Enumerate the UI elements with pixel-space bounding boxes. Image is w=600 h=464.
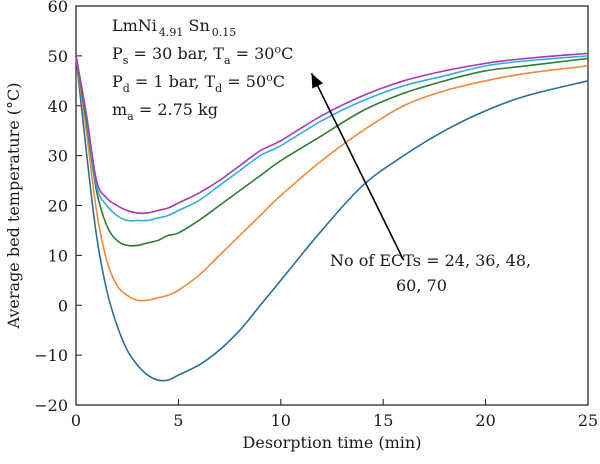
x-tick-label: 0 [71,411,81,430]
annotation-line-alloy: LmNi 4.91 Sn 0.15 [112,16,236,39]
x-tick-label: 20 [475,411,495,430]
series-line [75,55,589,247]
y-axis-title: Average bed temperature (°C) [4,82,23,329]
x-tick-label: 10 [271,411,291,430]
axes-layer: 0 5 10 15 20 25 −20 −10 0 10 20 30 40 50 60 Desorption … [4,0,598,452]
y-tick-label: −10 [34,346,68,365]
arrow-head [311,73,324,89]
series-line [75,55,589,382]
arrow-shaft [310,72,405,261]
series-line [75,55,589,222]
arrow-annotation: No of ECTs = 24, 36, 48, 60, 70 [310,72,531,295]
annotation-line-desorption: Pd = 1 bar, Td = 50oC [112,71,285,95]
y-tick-label: 20 [48,197,68,216]
x-tick-label: 25 [578,411,598,430]
annotation-line-sorption: Ps = 30 bar, Ta = 30oC [112,43,293,67]
arrow-label-line1: No of ECTs = 24, 36, 48, [330,251,531,270]
series-line [75,52,589,215]
y-tick-label: 50 [48,47,68,66]
annotation-line-mass: ma = 2.75 kg [112,100,218,123]
y-tick-label: 30 [48,147,68,166]
annotation-block: LmNi 4.91 Sn 0.15 Ps = 30 bar, Ta = 30oC P… [112,16,293,123]
arrow-label-line2: 60, 70 [396,276,447,295]
y-tick-label: 0 [58,296,68,315]
y-tick-label: 10 [48,246,68,265]
y-tick-label: 60 [48,0,68,16]
x-tick-label: 15 [373,411,393,430]
x-axis-title: Desorption time (min) [243,433,422,452]
y-tick-label: 40 [48,97,68,116]
plot-frame [75,5,589,406]
y-tick-label: −20 [34,396,68,415]
series-layer [75,52,589,382]
x-tick-label: 5 [173,411,183,430]
series-line [75,55,589,302]
